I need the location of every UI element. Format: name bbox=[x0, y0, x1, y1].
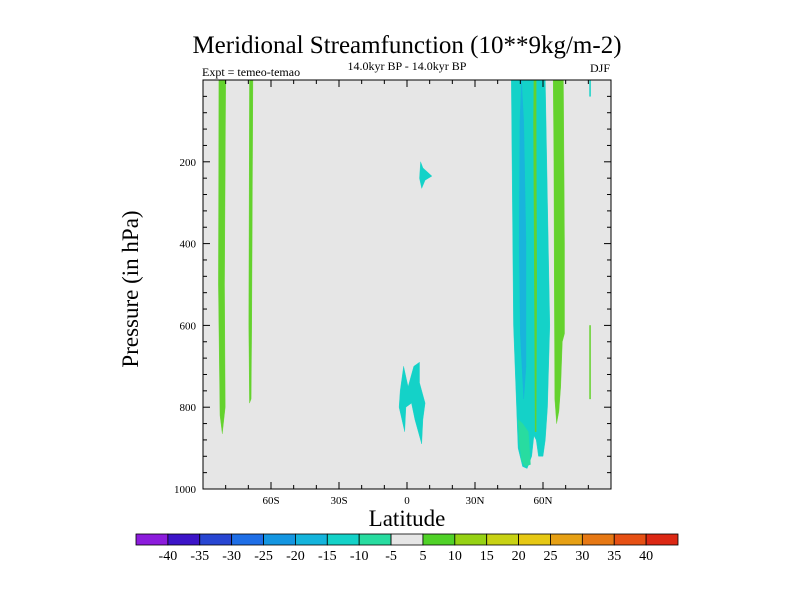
chart-title: Meridional Streamfunction (10**9kg/m-2) bbox=[192, 32, 621, 59]
contour-cyan-cell-nh bbox=[511, 79, 551, 469]
colorbar-swatch bbox=[454, 533, 488, 546]
x-tick-label: 60N bbox=[534, 495, 553, 507]
contour-green-gap-nh bbox=[533, 79, 537, 432]
contour-regions bbox=[218, 79, 591, 469]
colorbar-label: 30 bbox=[575, 549, 589, 564]
contour-cyan-speck-nh bbox=[589, 79, 591, 97]
colorbar-label: -30 bbox=[222, 549, 241, 564]
chart-subtitle-center: 14.0kyr BP - 14.0kyr BP bbox=[348, 59, 467, 73]
colorbar-label: -35 bbox=[190, 549, 209, 564]
colorbar-label: -25 bbox=[254, 549, 273, 564]
colorbar-label: 5 bbox=[419, 549, 426, 564]
colorbar-swatch bbox=[390, 533, 424, 546]
contour-green-band-nh bbox=[552, 79, 565, 424]
colorbar-label: -40 bbox=[159, 549, 178, 564]
colorbar-label: 40 bbox=[639, 549, 653, 564]
contour-green-band-sh-1 bbox=[218, 79, 226, 434]
x-tick-label: 30S bbox=[330, 495, 347, 507]
colorbar-label: 10 bbox=[448, 549, 462, 564]
colorbar-swatch bbox=[167, 533, 201, 546]
colorbar-swatch bbox=[295, 533, 328, 546]
chart-subtitle-left: Expt = temeo-temao bbox=[202, 65, 300, 79]
x-tick-label: 0 bbox=[404, 495, 410, 507]
x-axis-label: Latitude bbox=[369, 506, 446, 531]
colorbar-label: -5 bbox=[385, 549, 397, 564]
y-tick-label: 600 bbox=[180, 320, 197, 332]
colorbar-swatch bbox=[326, 533, 360, 546]
contour-cyan-blob-upper-eq bbox=[419, 161, 433, 190]
colorbar-swatch bbox=[358, 533, 392, 546]
colorbar: -40 -35 -30 -25 -20 -15 -10 -5 5 10 15 20 25 30 35 40 bbox=[135, 533, 679, 564]
axis-ticks: 60S 30S 0 30N 60N 200 400 600 800 1000 bbox=[174, 79, 612, 507]
y-tick-label: 200 bbox=[180, 157, 197, 169]
contour-teal-base-nh bbox=[517, 419, 531, 467]
y-axis-label: Pressure (in hPa) bbox=[118, 210, 143, 367]
colorbar-swatch bbox=[581, 533, 615, 546]
colorbar-label: 25 bbox=[543, 549, 557, 564]
colorbar-swatch bbox=[518, 533, 551, 546]
x-tick-label: 30N bbox=[466, 495, 485, 507]
colorbar-label: 15 bbox=[480, 549, 494, 564]
colorbar-swatch bbox=[231, 533, 264, 546]
colorbar-label: 35 bbox=[607, 549, 621, 564]
colorbar-swatch bbox=[486, 533, 519, 546]
colorbar-swatch bbox=[550, 533, 583, 546]
colorbar-swatch bbox=[613, 533, 647, 546]
chart-subtitle-right: DJF bbox=[590, 61, 610, 75]
colorbar-label: -20 bbox=[286, 549, 305, 564]
x-tick-label: 60S bbox=[262, 495, 279, 507]
contour-green-spike-nh bbox=[589, 325, 591, 400]
contour-cyan-blob-lower-eq bbox=[398, 361, 426, 445]
colorbar-swatch bbox=[199, 533, 233, 546]
colorbar-swatch bbox=[422, 533, 456, 546]
colorbar-swatch bbox=[645, 533, 679, 546]
colorbar-swatch bbox=[263, 533, 296, 546]
colorbar-label: -15 bbox=[318, 549, 337, 564]
y-tick-label: 1000 bbox=[174, 484, 197, 496]
y-tick-label: 400 bbox=[180, 239, 197, 251]
y-tick-label: 800 bbox=[180, 402, 197, 414]
plot-area bbox=[203, 80, 611, 489]
contour-blue-core-nh bbox=[519, 79, 527, 400]
colorbar-swatch bbox=[135, 533, 169, 546]
colorbar-label: 20 bbox=[512, 549, 526, 564]
colorbar-label: -10 bbox=[350, 549, 369, 564]
